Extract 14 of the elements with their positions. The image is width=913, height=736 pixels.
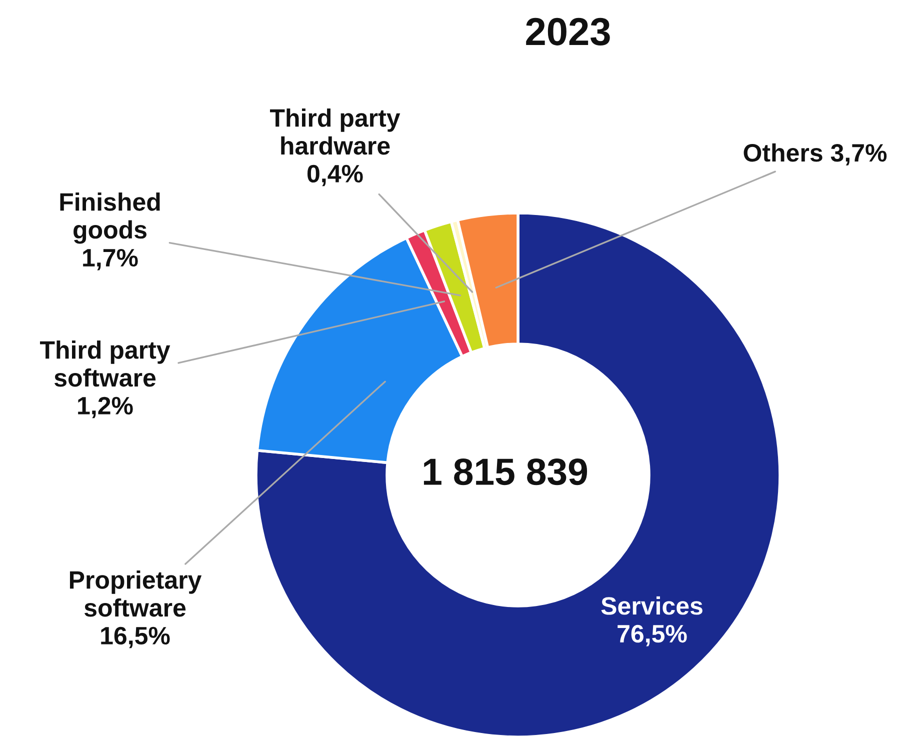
slice-label: Others 3,7%	[744, 143, 887, 166]
slice-label: Finished goods	[60, 192, 160, 244]
text: 1 815 839	[424, 458, 588, 486]
slice-label: Third party software	[40, 340, 170, 387]
data-label: 1,7%	[83, 248, 138, 270]
slice-label: Services	[601, 596, 702, 615]
slice-label: Third party hardware	[270, 108, 400, 155]
slice-label: Proprietary software	[70, 570, 202, 617]
data-label: 0,4%	[308, 164, 363, 186]
data-label: 76,5%	[618, 624, 687, 646]
donut-slice	[254, 212, 782, 736]
data-label: 1,2%	[78, 396, 133, 418]
chart-title: 2023	[526, 18, 610, 46]
data-label: 16,5%	[101, 626, 170, 648]
